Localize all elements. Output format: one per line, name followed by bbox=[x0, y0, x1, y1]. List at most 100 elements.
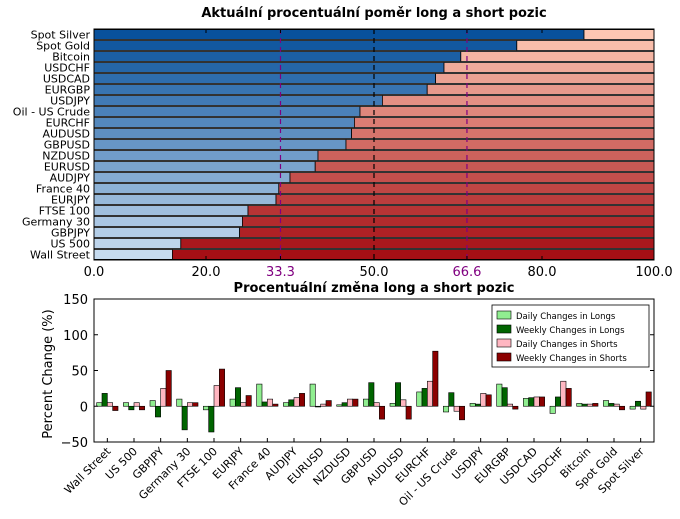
bar-daily-changes-in-longs-audjpy bbox=[283, 402, 289, 407]
bar-weekly-changes-in-longs-eurchf bbox=[421, 388, 428, 407]
bar-weekly-changes-in-shorts-gbpusd bbox=[379, 405, 385, 420]
bar-daily-changes-in-shorts-bitcoin bbox=[587, 403, 593, 407]
bar-daily-changes-in-shorts-audusd bbox=[400, 399, 407, 407]
bar-weekly-changes-in-longs-gbpusd bbox=[368, 382, 375, 407]
bar-weekly-changes-in-longs-eurusd bbox=[315, 405, 321, 408]
short-bar-bitcoin bbox=[460, 51, 655, 62]
bar-weekly-changes-in-longs-audusd bbox=[395, 382, 401, 407]
y-tick-label-150: 150 bbox=[63, 293, 88, 308]
bar-weekly-changes-in-longs-us-500 bbox=[128, 405, 135, 411]
bar-daily-changes-in-longs-usdcad bbox=[523, 398, 529, 407]
bar-daily-changes-in-longs-audusd bbox=[389, 403, 396, 407]
chart1-reference-lines bbox=[279, 29, 468, 260]
bar-daily-changes-in-shorts-gbpusd bbox=[373, 402, 380, 407]
category-label-gbpusd: GBPUSD bbox=[44, 139, 90, 152]
long-bar-eurusd bbox=[93, 161, 316, 172]
x-tick-label-0-0: 0.0 bbox=[84, 265, 105, 280]
bar-daily-changes-in-longs-eurchf bbox=[416, 391, 423, 407]
bar-weekly-changes-in-shorts-spot-gold bbox=[619, 405, 625, 411]
long-bar-spot-silver bbox=[93, 29, 585, 40]
category-label-nzdusd: NZDUSD bbox=[42, 150, 90, 163]
long-bar-france-40 bbox=[93, 183, 280, 194]
category-label-eurchf: EURCHF bbox=[46, 117, 90, 130]
bar-daily-changes-in-shorts-wall-street bbox=[107, 402, 113, 407]
long-bar-spot-gold bbox=[93, 40, 518, 51]
category-label-spot-silver: Spot Silver bbox=[31, 29, 91, 42]
bar-daily-changes-in-shorts-usdchf bbox=[560, 380, 567, 407]
chart1-title: Aktuální procentuální poměr long a short… bbox=[201, 6, 546, 21]
short-bar-gbpjpy bbox=[239, 227, 655, 238]
short-bar-usdchf bbox=[443, 62, 655, 73]
bar-weekly-changes-in-shorts-eurjpy bbox=[245, 395, 252, 407]
bar-daily-changes-in-longs-nzdusd bbox=[336, 404, 343, 407]
bar-weekly-changes-in-shorts-spot-silver bbox=[645, 391, 652, 407]
legend-swatch-weekly-changes-in-longs bbox=[496, 324, 512, 334]
legend-box bbox=[491, 304, 650, 368]
chart1-x-ticks: 0.0 20.0 33.3 50.0 66.6 80.0 100.0 bbox=[84, 29, 673, 280]
bar-weekly-changes-in-shorts-us-500 bbox=[139, 405, 145, 411]
long-bar-eurgbp bbox=[93, 84, 428, 95]
bar-daily-changes-in-longs-usdchf bbox=[549, 405, 556, 414]
bar-daily-changes-in-shorts-oil-us-crude bbox=[453, 405, 460, 412]
chart1-bars bbox=[93, 29, 655, 260]
long-bar-usdcad bbox=[93, 73, 437, 84]
short-bar-audjpy bbox=[289, 172, 655, 183]
x-tick-label-50-0: 50.0 bbox=[360, 265, 389, 280]
chart2-legend: Daily Changes in Longs Weekly Changes in … bbox=[491, 304, 650, 368]
bar-daily-changes-in-longs-eurjpy bbox=[229, 398, 236, 407]
short-bar-eurjpy bbox=[275, 194, 655, 205]
long-bar-oil-us-crude bbox=[93, 106, 361, 117]
legend-label-daily-changes-in-shorts: Daily Changes in Shorts bbox=[516, 340, 618, 350]
bar-weekly-changes-in-shorts-wall-street bbox=[112, 405, 119, 411]
category-label-france-40: France 40 bbox=[36, 183, 90, 196]
category-label-usdjpy: USDJPY bbox=[50, 95, 90, 108]
y-tick-label-100: 100 bbox=[63, 329, 88, 344]
long-bar-ftse-100 bbox=[93, 205, 249, 216]
long-bar-germany-30 bbox=[93, 216, 243, 227]
bar-weekly-changes-in-longs-eurjpy bbox=[235, 387, 241, 407]
chart2-y-axis-label: Percent Change (%) bbox=[41, 309, 56, 438]
long-bar-us-500 bbox=[93, 238, 182, 249]
category-label-eurgbp: EURGBP bbox=[45, 84, 91, 97]
bar-daily-changes-in-shorts-nzdusd bbox=[347, 398, 353, 407]
long-bar-bitcoin bbox=[93, 51, 462, 62]
bar-daily-changes-in-shorts-eurusd bbox=[320, 403, 327, 407]
bar-weekly-changes-in-shorts-bitcoin bbox=[592, 403, 599, 407]
long-bar-nzdusd bbox=[93, 150, 319, 161]
legend-swatch-weekly-changes-in-shorts bbox=[496, 352, 512, 362]
bar-daily-changes-in-longs-wall-street bbox=[96, 402, 103, 407]
category-label-usdcad: USDCAD bbox=[43, 73, 90, 86]
bar-weekly-changes-in-longs-germany-30 bbox=[181, 405, 188, 431]
short-bar-audusd bbox=[351, 128, 655, 139]
bar-weekly-changes-in-shorts-audjpy bbox=[299, 393, 305, 407]
bar-weekly-changes-in-shorts-audusd bbox=[405, 405, 412, 420]
bar-daily-changes-in-longs-gbpjpy bbox=[149, 400, 156, 407]
bar-daily-changes-in-shorts-eurjpy bbox=[240, 402, 247, 407]
short-bar-oil-us-crude bbox=[359, 106, 655, 117]
short-bar-eurusd bbox=[314, 161, 655, 172]
category-label-usdchf: USDCHF bbox=[44, 62, 90, 75]
bar-daily-changes-in-longs-eurgbp bbox=[496, 383, 503, 407]
short-bar-nzdusd bbox=[317, 150, 655, 161]
short-bar-wall-street bbox=[171, 249, 655, 260]
category-label-audusd: AUDUSD bbox=[42, 128, 90, 141]
bar-daily-changes-in-longs-gbpusd bbox=[363, 398, 369, 407]
category-label-oil-us-crude: Oil - US Crude bbox=[13, 106, 90, 119]
x-tick-label-100-0: 100.0 bbox=[635, 265, 672, 280]
legend-label-weekly-changes-in-shorts: Weekly Changes in Shorts bbox=[516, 354, 627, 364]
bar-daily-changes-in-shorts-eurchf bbox=[427, 380, 433, 407]
bar-weekly-changes-in-shorts-gbpjpy bbox=[165, 370, 172, 407]
short-bar-ftse-100 bbox=[247, 205, 655, 216]
bar-daily-changes-in-longs-eurusd bbox=[309, 383, 316, 407]
bar-weekly-changes-in-longs-audjpy bbox=[288, 399, 295, 407]
long-bar-usdchf bbox=[93, 62, 445, 73]
bar-daily-changes-in-longs-bitcoin bbox=[576, 403, 583, 407]
bar-weekly-changes-in-shorts-usdjpy bbox=[485, 394, 492, 407]
bar-daily-changes-in-shorts-spot-silver bbox=[640, 405, 647, 410]
category-label-eurusd: EURUSD bbox=[44, 161, 90, 174]
bar-weekly-changes-in-longs-bitcoin bbox=[581, 403, 588, 407]
bar-daily-changes-in-shorts-us-500 bbox=[133, 402, 140, 407]
bar-weekly-changes-in-longs-spot-silver bbox=[635, 400, 641, 407]
legend-label-daily-changes-in-longs: Daily Changes in Longs bbox=[516, 312, 616, 322]
